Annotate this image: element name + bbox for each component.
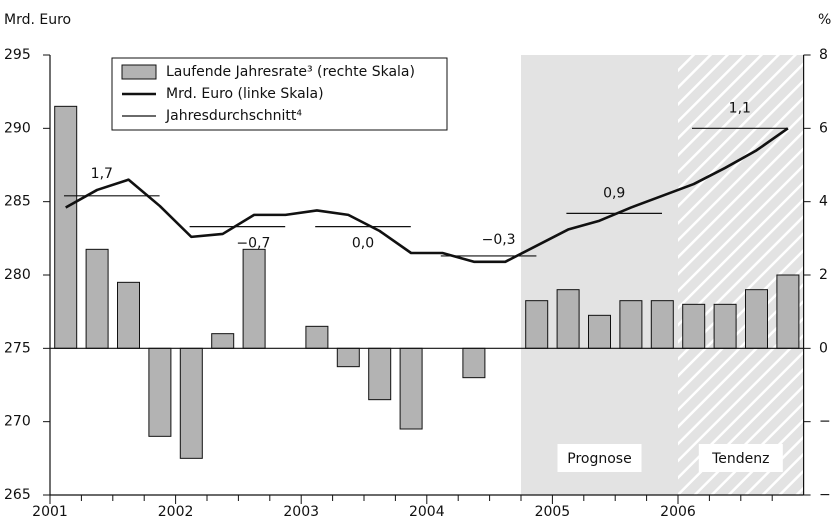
line [65, 127, 789, 264]
legend-box [111, 57, 448, 131]
y-axis-label: Mrd. Euro [4, 12, 71, 28]
bar [399, 347, 423, 430]
legend-swatch [121, 64, 157, 80]
annual-rate-label: 1,1 [729, 100, 751, 116]
annual-rate-label: 0,0 [352, 236, 374, 252]
x-tick-label: 2002 [158, 504, 194, 520]
x-tick-label: 2001 [32, 504, 68, 520]
x-tick-label: 2003 [283, 504, 319, 520]
bar [148, 347, 172, 437]
bar [713, 303, 737, 349]
bar [462, 347, 486, 379]
bar [650, 300, 674, 349]
legend-label: Mrd. Euro (linke Skala) [166, 86, 324, 102]
y-tick-label: 270 [4, 414, 31, 430]
y2-tick-label: −4 [819, 487, 831, 503]
y2-tick-label: 8 [819, 47, 828, 63]
bar [54, 105, 78, 349]
region-label-bg [698, 444, 783, 472]
region-label: Prognose [567, 451, 631, 467]
y2-tick-label: 4 [819, 194, 828, 210]
y-tick-label: 275 [4, 340, 31, 356]
x-tick-label: 2005 [535, 504, 571, 520]
bar [85, 248, 109, 349]
y-tick-label: 280 [4, 267, 31, 283]
bar [776, 274, 800, 349]
bar [242, 248, 266, 349]
bar [619, 300, 643, 349]
annual-rate-label: 1,7 [91, 166, 113, 182]
bar [211, 333, 235, 349]
region-label: Tendenz [711, 451, 769, 467]
y-tick-label: 290 [4, 120, 31, 136]
bar [588, 314, 611, 349]
bar [179, 347, 203, 459]
bar [117, 281, 140, 349]
legend-label: Laufende Jahresrate³ (rechte Skala) [166, 64, 415, 80]
bar [525, 300, 549, 349]
y2-tick-label: −2 [819, 414, 831, 430]
bar [336, 347, 360, 368]
forecast-region [521, 55, 678, 495]
y-tick-label: 295 [4, 47, 31, 63]
x-tick-label: 2006 [660, 504, 696, 520]
annual-rate-label: −0,3 [482, 232, 516, 248]
annual-rate-label: 0,9 [603, 185, 625, 201]
bar [556, 289, 580, 349]
bar [682, 303, 706, 349]
y-tick-label: 285 [4, 194, 31, 210]
region-label-bg [557, 444, 642, 472]
bar [745, 289, 768, 349]
x-tick-label: 2004 [409, 504, 445, 520]
y-tick-label: 265 [4, 487, 31, 503]
legend-label: Jahresdurchschnitt⁴ [165, 108, 302, 124]
annual-rate-label: −0,7 [236, 236, 270, 252]
y2-axis-label: % [818, 12, 831, 28]
bar [368, 347, 392, 401]
y2-tick-label: 6 [819, 120, 828, 136]
bar [305, 325, 329, 349]
y2-tick-label: 0 [819, 340, 828, 356]
y2-tick-label: 2 [819, 267, 828, 283]
